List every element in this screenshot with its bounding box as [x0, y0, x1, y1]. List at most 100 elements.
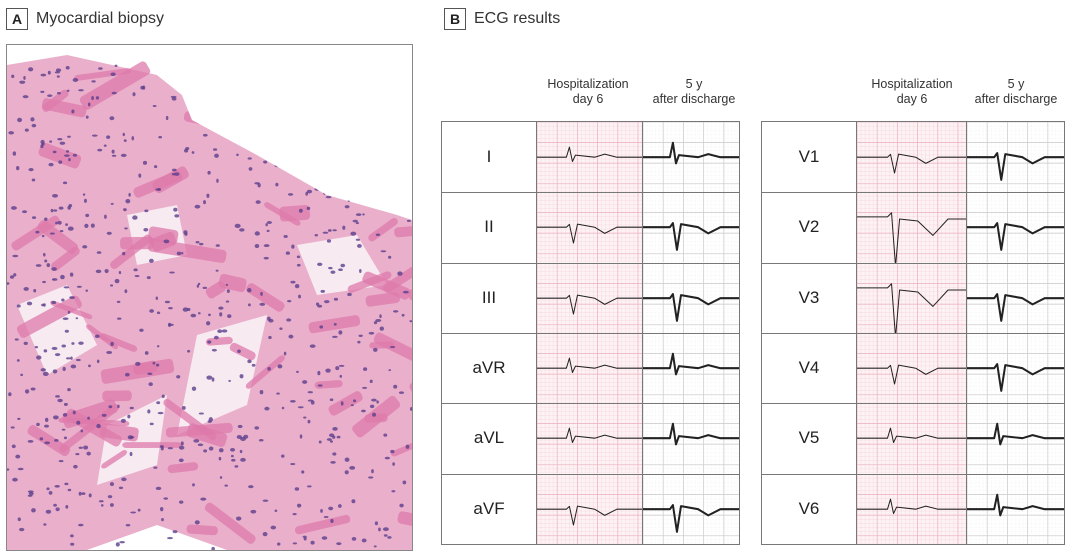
- ecg-strip-hospitalization-day6: [856, 473, 966, 544]
- ecg-trace: [643, 503, 739, 533]
- ecg-lead-row-v1: V1: [762, 122, 1064, 193]
- panel-b-letter: B: [444, 8, 466, 30]
- column-header-line: after discharge: [652, 92, 736, 106]
- ecg-grid: [967, 403, 1064, 474]
- ecg-grid: [967, 192, 1064, 263]
- ecg-grid: [967, 473, 1064, 544]
- ecg-grid: [857, 262, 966, 333]
- ecg-trace: [857, 498, 966, 514]
- ecg-strip-5y-after-discharge: [642, 403, 739, 474]
- ecg-grid: [537, 192, 642, 263]
- row-divider: [762, 192, 1064, 194]
- ecg-strip-5y-after-discharge: [966, 473, 1064, 544]
- lead-label: V2: [798, 217, 820, 237]
- lead-label: V6: [798, 498, 820, 518]
- row-divider: [762, 333, 1064, 334]
- ecg-grid: [857, 333, 966, 404]
- ecg-strip-5y-after-discharge: [642, 122, 739, 193]
- ecg-grid: [537, 122, 642, 193]
- panel-b-header: B ECG results: [444, 8, 560, 30]
- ecg-trace: [857, 153, 966, 174]
- lead-label: I: [486, 147, 492, 167]
- ecg-trace: [967, 363, 1064, 392]
- ecg-strip-5y-after-discharge: [966, 192, 1064, 263]
- ecg-grid: [967, 122, 1064, 193]
- ecg-grid: [643, 122, 739, 193]
- ecg-strip-5y-after-discharge: [642, 473, 739, 544]
- row-divider: [762, 403, 1064, 405]
- ecg-strip-hospitalization-day6: [536, 192, 642, 263]
- ecg-lead-row-v4: V4: [762, 333, 1064, 404]
- panel-a-letter: A: [6, 8, 28, 30]
- ecg-lead-row-avl: aVL: [442, 403, 739, 474]
- ecg-trace: [537, 294, 642, 315]
- ecg-grid: [643, 192, 739, 263]
- ecg-strip-5y-after-discharge: [642, 262, 739, 333]
- ecg-trace: [537, 223, 642, 244]
- ecg-grid: [643, 262, 739, 333]
- ecg-trace: [537, 427, 642, 444]
- lead-label: V3: [798, 287, 820, 307]
- lead-label: aVR: [472, 358, 506, 378]
- ecg-strip-hospitalization-day6: [536, 403, 642, 474]
- tissue-section: [7, 45, 412, 550]
- ecg-trace: [643, 141, 739, 165]
- row-divider: [442, 403, 739, 405]
- ecg-trace: [643, 352, 739, 376]
- lead-label: V5: [798, 428, 820, 448]
- row-divider: [442, 192, 739, 194]
- ecg-chest-lead-table: V1 V2 V3 V4 V5 V6: [761, 121, 1065, 545]
- ecg-lead-row-avf: aVF: [442, 473, 739, 544]
- ecg-strip-5y-after-discharge: [966, 403, 1064, 474]
- lead-label: V1: [798, 147, 820, 167]
- ecg-strip-5y-after-discharge: [966, 262, 1064, 333]
- ecg-trace: [967, 493, 1064, 517]
- column-header-hospitalization-right: Hospitalization day 6: [858, 77, 966, 107]
- column-header-after-discharge-left: 5 y after discharge: [642, 77, 746, 107]
- ecg-strip-hospitalization-day6: [856, 192, 966, 263]
- column-header-hospitalization-left: Hospitalization day 6: [536, 77, 640, 107]
- panel-a-header: A Myocardial biopsy: [6, 8, 164, 30]
- ecg-lead-row-iii: III: [442, 262, 739, 333]
- lead-label: II: [484, 217, 494, 237]
- ecg-grid: [537, 403, 642, 474]
- ecg-trace: [643, 292, 739, 322]
- row-divider: [442, 333, 739, 334]
- ecg-strip-hospitalization-day6: [856, 333, 966, 404]
- ecg-grid: [537, 473, 642, 544]
- ecg-strip-hospitalization-day6: [856, 122, 966, 193]
- ecg-trace: [857, 364, 966, 385]
- column-header-line: day 6: [896, 92, 928, 106]
- ecg-grid: [643, 473, 739, 544]
- lead-label: aVF: [473, 498, 505, 518]
- ecg-trace: [857, 427, 966, 444]
- lead-label: V4: [798, 358, 820, 378]
- column-header-after-discharge-right: 5 y after discharge: [966, 77, 1066, 107]
- ecg-lead-row-v3: V3: [762, 262, 1064, 333]
- lead-label: III: [481, 287, 497, 307]
- panel-a-title: Myocardial biopsy: [36, 10, 165, 27]
- ecg-trace: [857, 212, 966, 263]
- ecg-trace: [967, 152, 1064, 181]
- ecg-strip-hospitalization-day6: [536, 473, 642, 544]
- ecg-trace: [857, 282, 966, 333]
- row-divider: [762, 262, 1064, 264]
- ecg-trace: [537, 146, 642, 163]
- ecg-strip-5y-after-discharge: [966, 122, 1064, 193]
- row-divider: [762, 473, 1064, 475]
- ecg-strip-hospitalization-day6: [536, 333, 642, 404]
- ecg-grid: [537, 262, 642, 333]
- ecg-strip-5y-after-discharge: [642, 333, 739, 404]
- ecg-strip-hospitalization-day6: [856, 262, 966, 333]
- ecg-lead-row-ii: II: [442, 192, 739, 263]
- ecg-grid: [537, 333, 642, 404]
- panel-b-title: ECG results: [474, 10, 561, 27]
- ecg-lead-row-i: I: [442, 122, 739, 193]
- ecg-grid: [857, 192, 966, 263]
- ecg-limb-lead-table: I II III aVR aVL aVF: [441, 121, 740, 545]
- ecg-strip-hospitalization-day6: [536, 262, 642, 333]
- lead-label: aVL: [473, 428, 505, 448]
- ecg-trace: [967, 292, 1064, 322]
- column-header-line: Hospitalization: [547, 77, 629, 91]
- ecg-strip-hospitalization-day6: [856, 403, 966, 474]
